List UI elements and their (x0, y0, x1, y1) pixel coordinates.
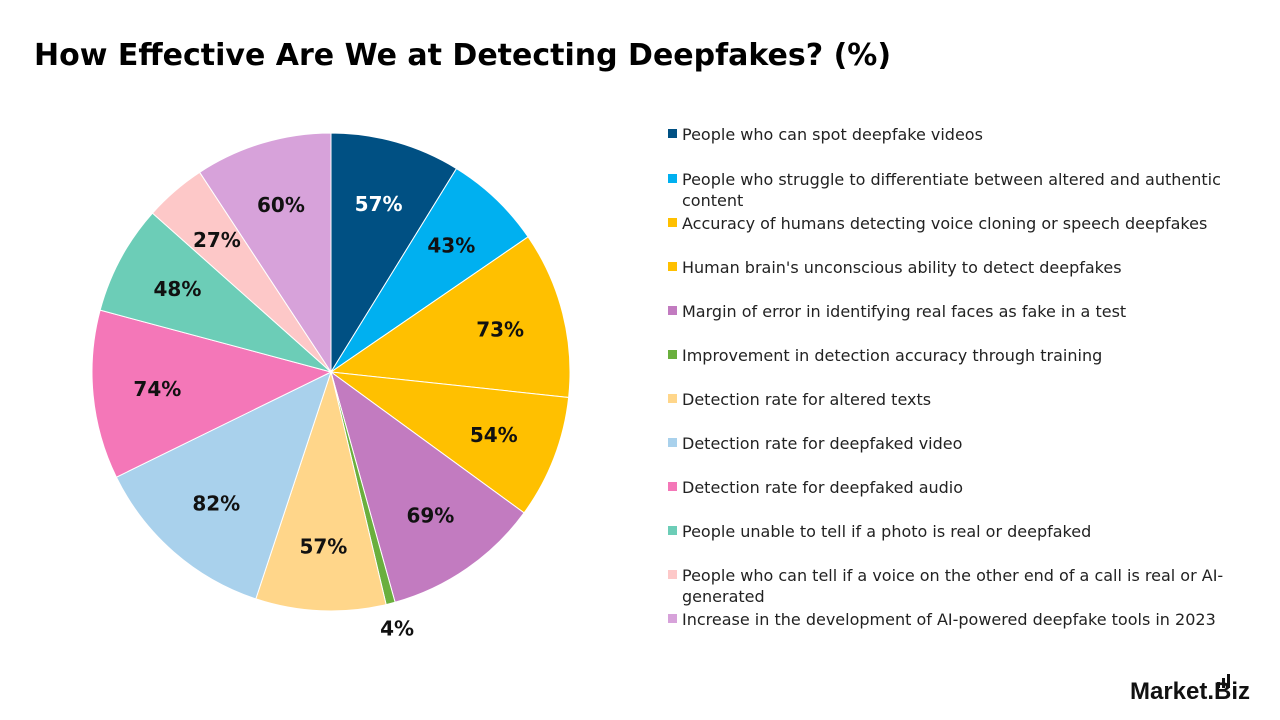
data-label-human-brain-s-unconscious-ability-to-det: 54% (470, 423, 518, 447)
legend-swatch (668, 350, 677, 359)
chart-title: How Effective Are We at Detecting Deepfa… (34, 38, 892, 73)
legend-label: People who can spot deepfake videos (682, 125, 983, 144)
legend-label: People who can tell if a voice on the ot… (682, 566, 1224, 606)
legend-label: Increase in the development of AI-powere… (682, 610, 1216, 629)
legend-swatch (668, 526, 677, 535)
pie-slice-detection-rate-for-altered-texts (255, 370, 387, 612)
data-label-improvement-in-detection-accuracy-throug: 4% (380, 617, 414, 641)
legend-swatch (668, 174, 677, 183)
data-label-detection-rate-for-deepfaked-audio: 74% (133, 377, 181, 401)
legend-swatch (668, 218, 677, 227)
pie-slice-people-who-can-spot-deepfake-videos (330, 132, 458, 374)
legend-label: Detection rate for deepfaked audio (682, 478, 964, 497)
brand-bar-icon (1217, 682, 1220, 688)
legend-label: People who struggle to differentiate bet… (682, 170, 1221, 210)
data-label-margin-of-error-in-identifying-real-face: 69% (406, 503, 454, 527)
legend-label: Detection rate for deepfaked video (682, 434, 963, 453)
legend-swatch (668, 614, 677, 623)
legend-swatch (668, 438, 677, 447)
data-label-people-who-can-tell-if-a-voice-on-the-ot: 27% (193, 228, 241, 252)
legend-label: Margin of error in identifying real face… (682, 302, 1127, 321)
data-label-accuracy-of-humans-detecting-voice-cloni: 73% (476, 317, 524, 341)
legend-label: Detection rate for altered texts (682, 390, 932, 409)
data-label-detection-rate-for-altered-texts: 57% (299, 534, 347, 558)
legend-label: Improvement in detection accuracy throug… (682, 346, 1103, 365)
brand-logo: Market.Biz (1130, 674, 1250, 705)
legend-swatch (668, 570, 677, 579)
pie-slice-detection-rate-for-deepfaked-video (115, 371, 332, 600)
pie-slice-increase-in-the-development-of-ai-powere (198, 132, 332, 374)
pie-slice-accuracy-of-humans-detecting-voice-cloni (329, 236, 571, 398)
legend-swatch (668, 482, 677, 491)
legend-swatch (668, 394, 677, 403)
legend-swatch (668, 306, 677, 315)
data-label-people-unable-to-tell-if-a-photo-is-real: 48% (153, 277, 201, 301)
pie-slice-human-brain-s-unconscious-ability-to-det (329, 371, 570, 514)
data-label-people-who-struggle-to-differentiate-bet: 43% (427, 234, 475, 258)
brand-name: Market (1130, 678, 1207, 705)
legend-swatch (668, 262, 677, 271)
legend-label: People unable to tell if a photo is real… (682, 522, 1092, 541)
legend-label: Accuracy of humans detecting voice cloni… (682, 214, 1208, 233)
legend-swatch (668, 129, 677, 138)
data-label-people-who-can-spot-deepfake-videos: 57% (355, 192, 403, 216)
pie-slice-detection-rate-for-deepfaked-audio (91, 309, 333, 478)
data-label-detection-rate-for-deepfaked-video: 82% (192, 491, 240, 515)
svg-text:Market.Biz: Market.Biz (1130, 678, 1250, 705)
data-label-increase-in-the-development-of-ai-powere: 60% (257, 193, 305, 217)
pie-slice-people-unable-to-tell-if-a-photo-is-real (99, 212, 332, 373)
legend-label: Human brain's unconscious ability to det… (682, 258, 1122, 277)
